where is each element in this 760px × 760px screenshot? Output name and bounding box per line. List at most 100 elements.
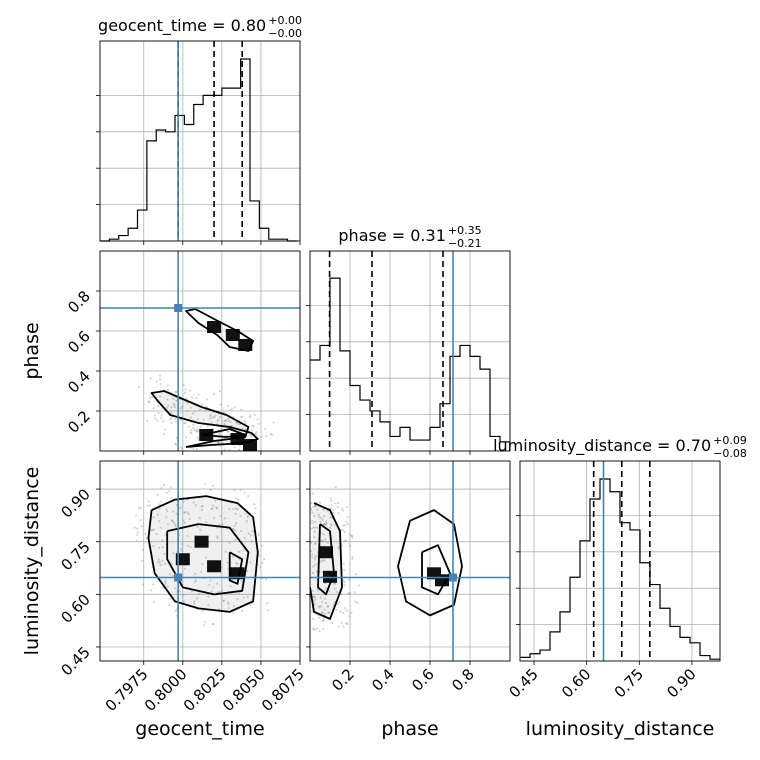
sample-0-159 [224,419,228,422]
sample-1-96 [247,514,250,517]
sample-1-63 [173,523,177,526]
ytick-label-phase-0: 0.2 [64,407,94,437]
sample-1-151 [266,602,269,605]
sample-2-225 [318,516,321,519]
sample-0-16 [156,419,159,422]
sample-2-72 [318,630,321,633]
sample-1-77 [152,528,156,531]
title-plus-phase: +0.35 [448,224,482,237]
sample-2-117 [337,546,340,549]
sample-2-45 [313,603,316,607]
sample-0-125 [240,415,243,418]
sample-2-106 [320,539,323,542]
sample-2-102 [346,622,349,625]
truth-marker-0 [174,304,183,312]
sample-0-185 [195,430,198,433]
sample-1-79 [194,581,197,584]
sample-0-254 [160,417,163,420]
sample-2-21 [329,526,332,529]
density-cell-2-0 [319,546,333,559]
sample-2-206 [297,581,299,583]
sample-0-133 [198,408,201,411]
sample-1-11 [233,488,236,492]
sample-1-112 [224,550,228,553]
sample-0-66 [224,419,227,422]
sample-2-3 [314,505,317,508]
sample-2-160 [317,616,321,619]
sample-2-58 [313,530,316,533]
sample-2-258 [342,611,345,615]
sample-2-23 [306,590,308,592]
sample-0-57 [189,406,193,409]
sample-1-27 [236,562,239,566]
sample-0-239 [167,404,170,407]
sample-2-92 [306,599,308,601]
ytick-label-luminosity_distance-3: 0.90 [57,485,93,521]
xtick-label-geocent_time-2: 0.8025 [180,665,230,715]
xtick-label-luminosity_distance-3: 0.90 [663,665,699,701]
pair-body-1 [100,461,300,661]
sample-1-227 [241,609,244,612]
sample-1-211 [164,582,167,585]
sample-1-92 [138,506,141,509]
sample-0-170 [250,429,253,432]
sample-0-42 [257,422,260,426]
xtick-label-geocent_time-1: 0.8000 [141,665,191,715]
sample-1-24 [260,544,264,547]
sample-2-244 [315,554,318,557]
pair-frame-2 [309,460,511,662]
sample-0-155 [187,425,190,428]
sample-1-158 [239,489,242,492]
sample-1-161 [207,603,210,606]
title-text-geocent_time: geocent_time = 0.80 [98,16,266,36]
sample-1-251 [183,567,186,570]
sample-1-244 [235,561,238,565]
sample-2-200 [334,486,337,489]
sample-1-132 [158,503,161,506]
sample-0-171 [151,396,154,399]
sample-2-221 [320,611,323,614]
sample-1-44 [165,516,168,519]
sample-1-110 [172,552,175,555]
sample-2-101 [343,524,347,527]
title-minus-phase: −0.21 [448,237,482,250]
sample-0-22 [233,445,236,449]
sample-1-36 [141,583,144,586]
sample-0-95 [179,418,183,422]
sample-2-11 [321,600,324,603]
sample-0-29 [191,396,194,399]
sample-0-246 [186,409,189,413]
sample-0-120 [137,386,141,389]
sample-0-157 [163,432,166,435]
sample-1-83 [155,532,158,536]
sample-2-192 [310,550,313,553]
xtick-label-luminosity_distance-1: 0.60 [558,665,594,701]
sample-1-42 [263,558,266,561]
sample-2-110 [311,556,314,559]
sample-0-56 [159,378,162,381]
sample-1-257 [186,511,189,514]
sample-1-56 [141,559,144,562]
sample-0-70 [189,431,192,434]
sample-1-97 [178,590,181,593]
sample-2-108 [319,520,322,523]
sample-1-242 [157,560,160,563]
sample-2-191 [344,607,347,610]
pair-frame-0 [99,250,301,452]
sample-2-115 [313,514,316,518]
sample-0-229 [158,395,162,398]
sample-1-222 [183,521,186,525]
sample-0-51 [195,448,198,451]
ytick-label-phase-3: 0.8 [64,287,94,317]
sample-2-12 [326,509,329,513]
sample-1-187 [145,536,148,540]
sample-1-179 [216,536,219,539]
xtick-label-phase-0: 0.2 [328,665,358,695]
sample-0-13 [197,429,200,432]
sample-1-10 [261,561,264,564]
sample-1-55 [208,583,211,587]
sample-1-94 [156,493,159,496]
sample-2-121 [344,539,348,542]
sample-1-70 [221,522,224,526]
sample-2-176 [333,582,336,585]
